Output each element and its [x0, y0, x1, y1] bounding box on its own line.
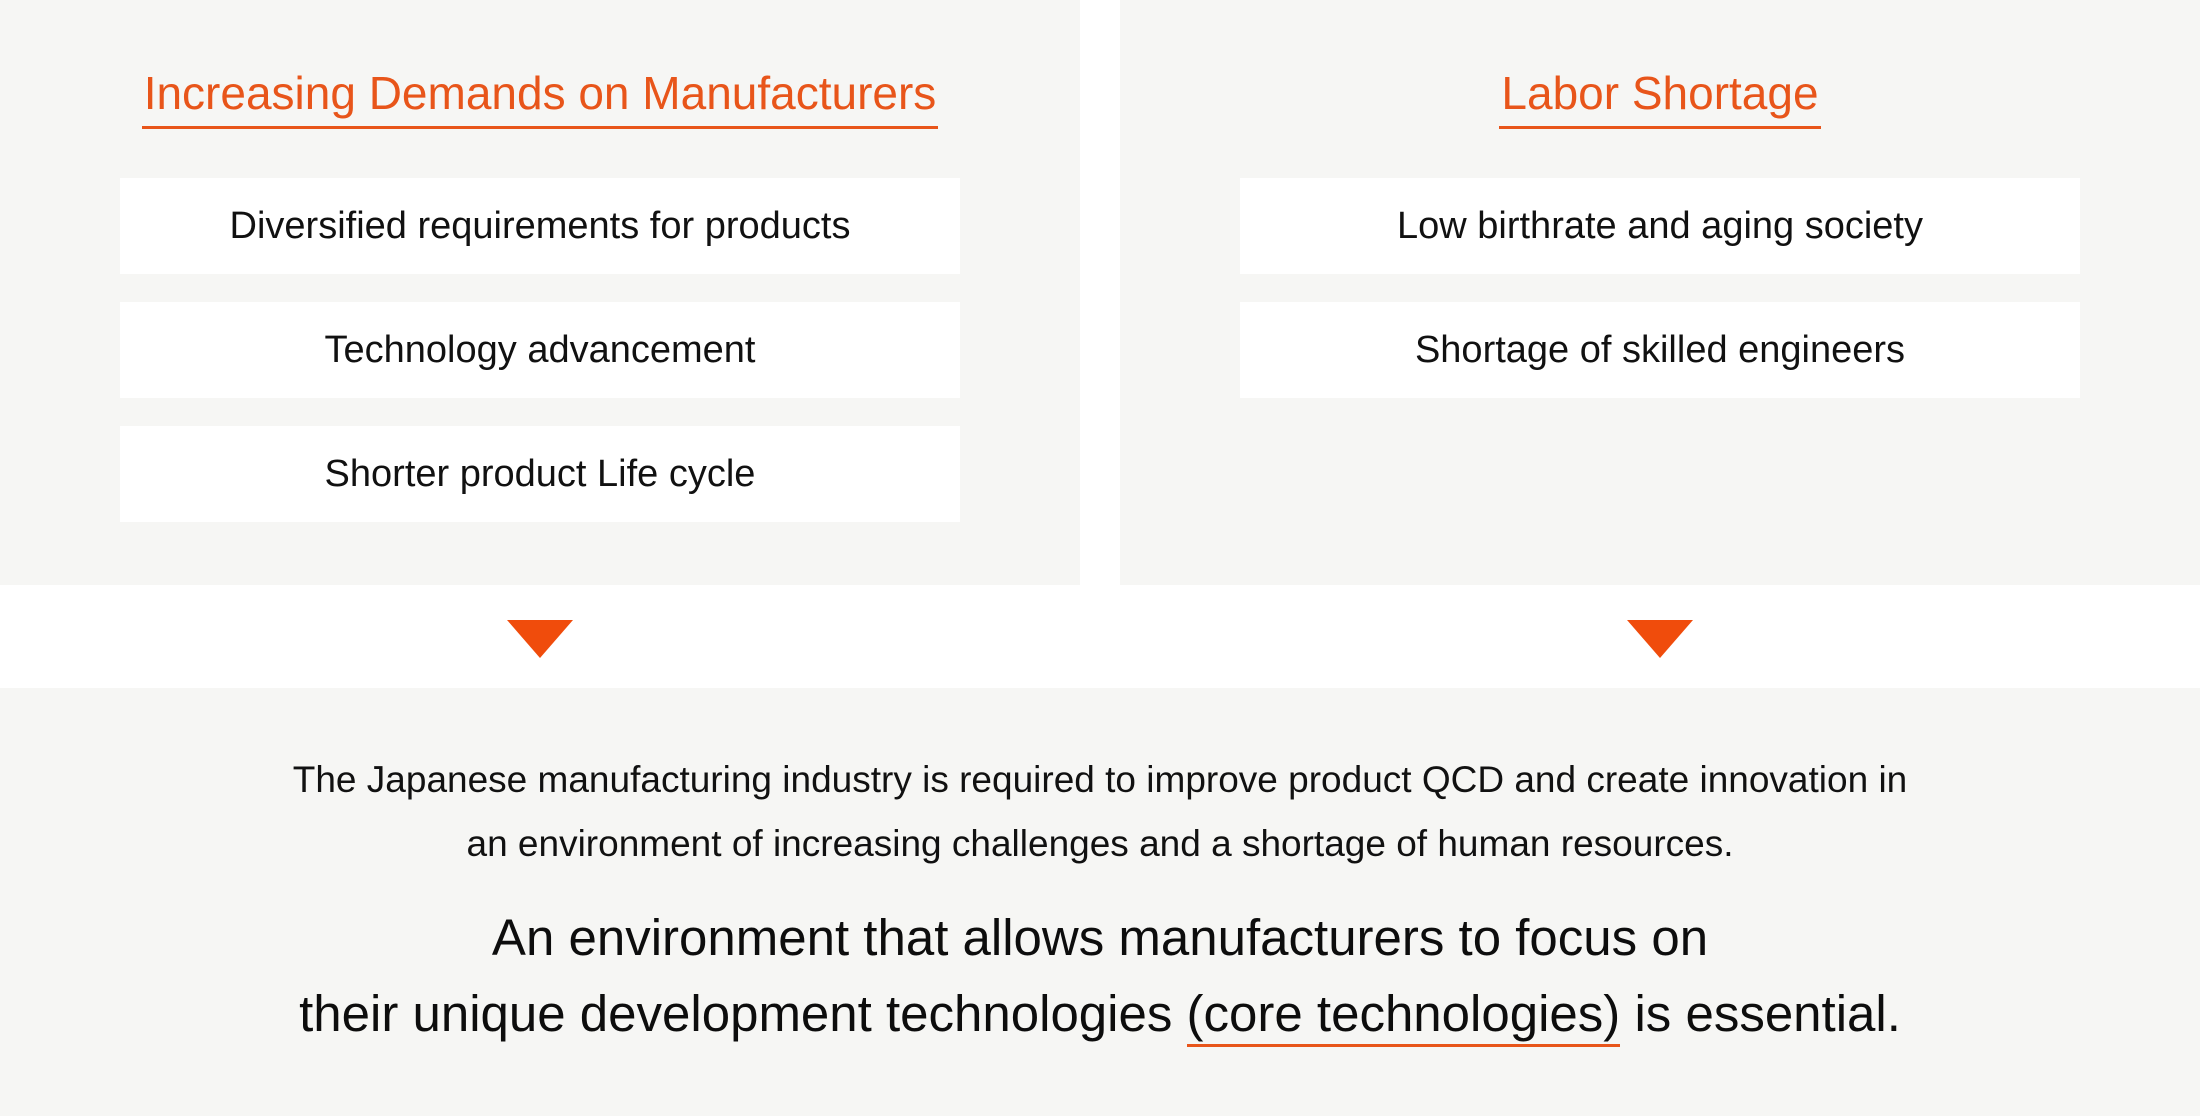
panel-title-text: Labor Shortage [1499, 62, 1821, 129]
down-arrow-icon [507, 620, 573, 658]
summary-line: The Japanese manufacturing industry is r… [292, 759, 1908, 800]
conclusion-statement: An environment that allows manufacturers… [0, 900, 2200, 1052]
conclusion-section [0, 688, 2200, 1116]
down-arrow-icon [1627, 620, 1693, 658]
panel-title-labor-shortage: Labor Shortage [1120, 62, 2200, 129]
panel-title-increasing-demands: Increasing Demands on Manufacturers [0, 62, 1080, 129]
demands-list: Diversified requirements for products Te… [120, 178, 960, 550]
summary-text: The Japanese manufacturing industry is r… [0, 748, 2200, 876]
conclusion-line: their unique development technologies (c… [0, 976, 2200, 1052]
list-item: Technology advancement [120, 302, 960, 398]
list-item: Low birthrate and aging society [1240, 178, 2080, 274]
summary-line: an environment of increasing challenges … [466, 823, 1734, 864]
list-item: Shortage of skilled engineers [1240, 302, 2080, 398]
conclusion-text: their unique development technologies [299, 985, 1187, 1042]
panel-title-text: Increasing Demands on Manufacturers [141, 62, 939, 129]
conclusion-text: is essential. [1620, 985, 1901, 1042]
conclusion-line: An environment that allows manufacturers… [491, 909, 1709, 966]
list-item: Shorter product Life cycle [120, 426, 960, 522]
list-item: Diversified requirements for products [120, 178, 960, 274]
panel-increasing-demands: Increasing Demands on Manufacturers Dive… [0, 0, 1080, 585]
core-technologies-highlight: (core technologies) [1186, 985, 1621, 1047]
panel-labor-shortage: Labor Shortage Low birthrate and aging s… [1120, 0, 2200, 585]
labor-list: Low birthrate and aging society Shortage… [1240, 178, 2080, 426]
